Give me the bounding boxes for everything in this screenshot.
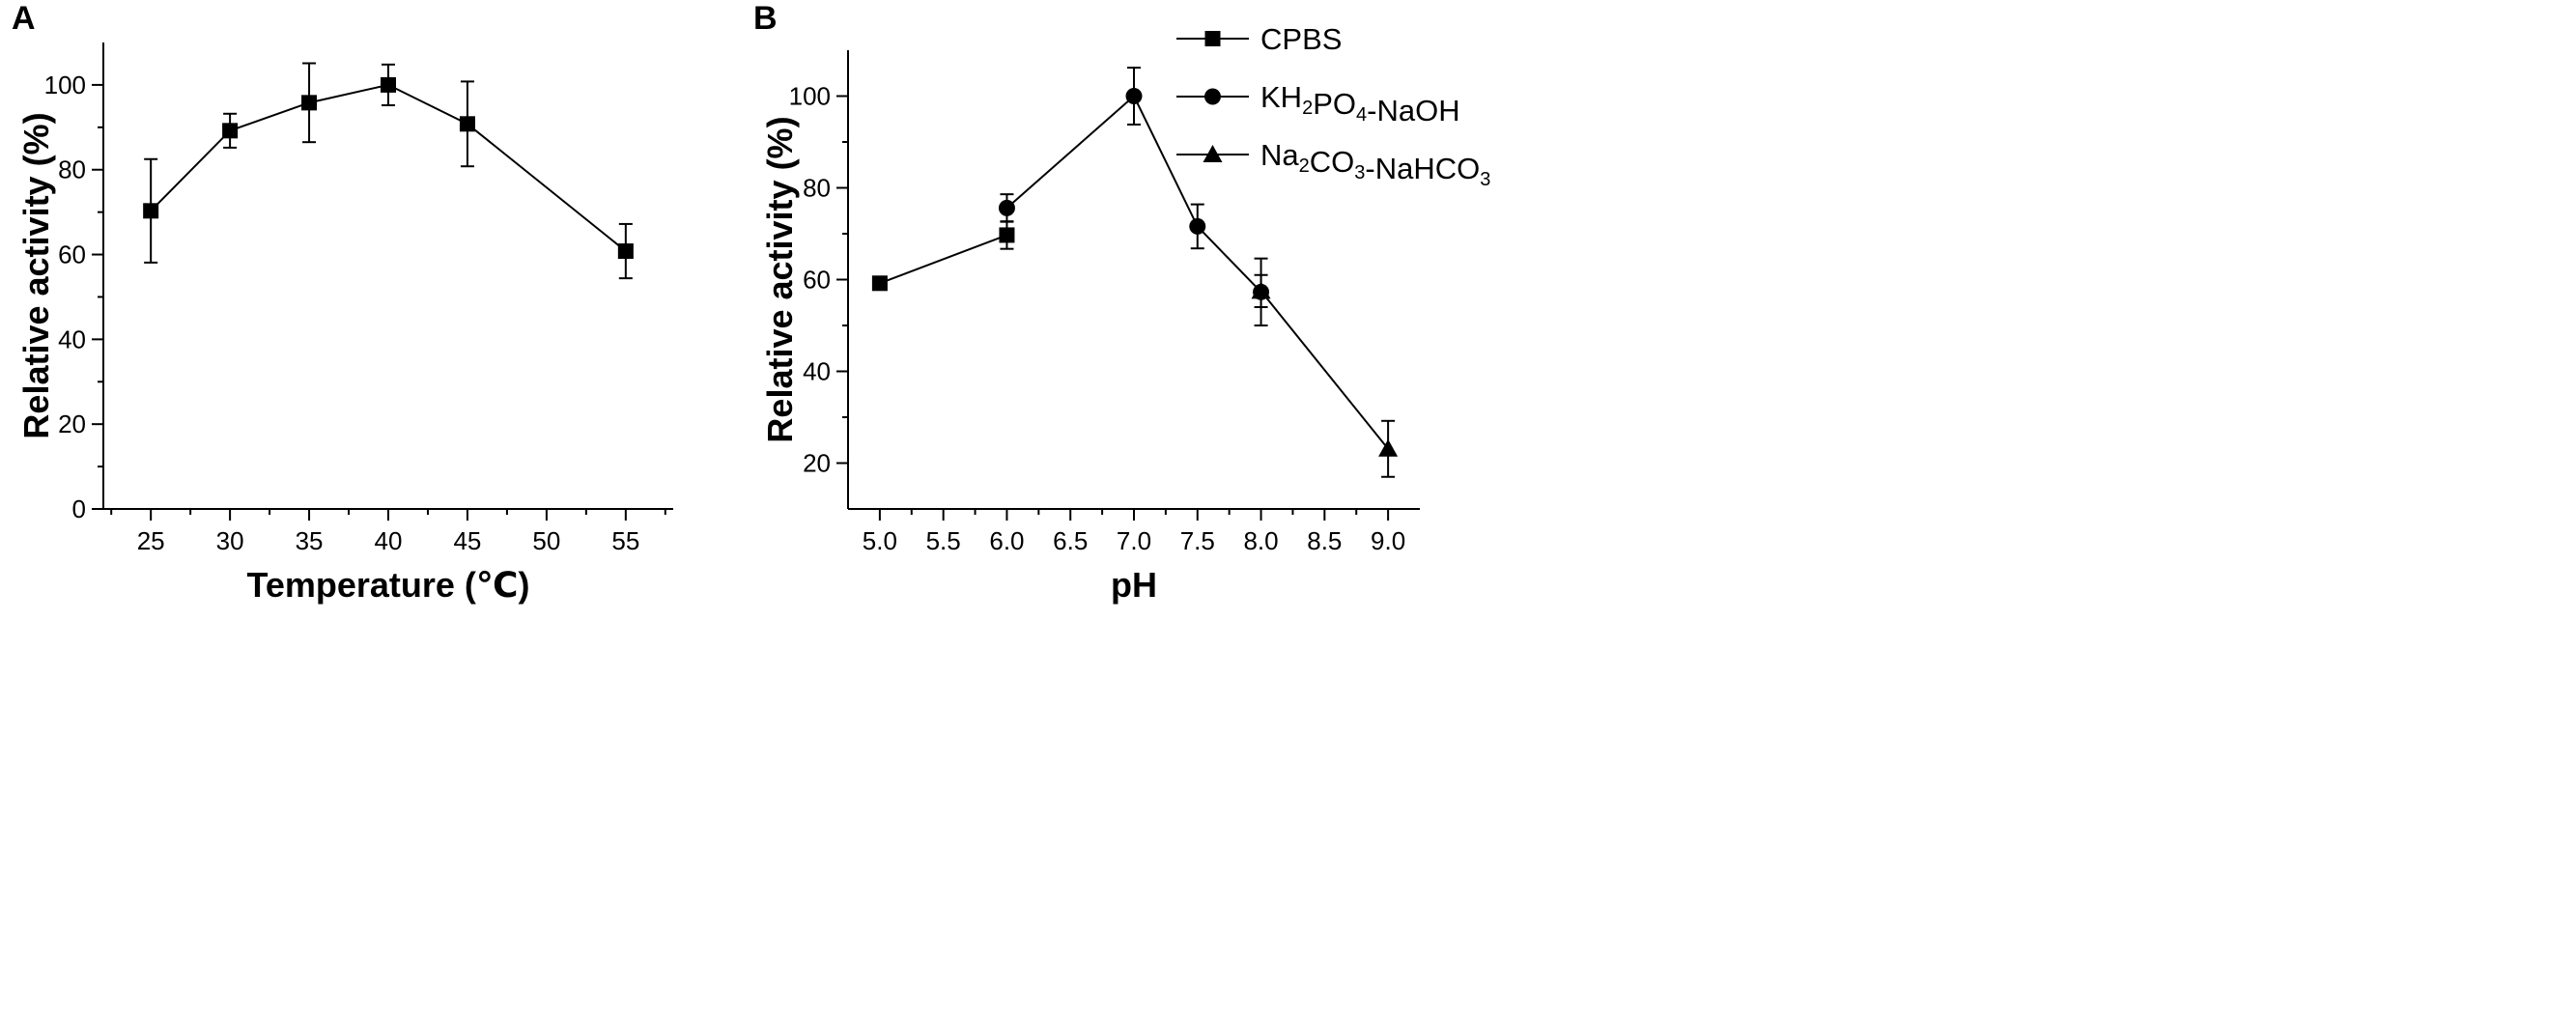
series-line [1005, 94, 1262, 294]
y-tick-label: 100 [44, 71, 86, 99]
data-point [998, 199, 1015, 216]
series-3 [1251, 273, 1399, 478]
legend-text-part: -NaOH [1367, 94, 1459, 127]
data-point [871, 275, 888, 292]
y-tick-label: 0 [72, 494, 86, 523]
data-point [617, 243, 634, 260]
y-tick-label: 40 [58, 325, 86, 353]
data-point [381, 76, 396, 93]
x-tick-label: 9.0 [1371, 526, 1405, 555]
legend-item: Na2CO3-NaHCO3 [1176, 138, 1490, 190]
x-tick-label: 8.0 [1243, 526, 1278, 555]
data-point [301, 95, 318, 111]
y-tick-label: 40 [803, 357, 831, 386]
x-axis-title: pH [1111, 565, 1157, 605]
x-tick-label: 8.5 [1307, 526, 1342, 555]
x-axis-title: Temperature (℃) [247, 565, 530, 605]
legend-label: CPBS [1260, 22, 1342, 56]
y-tick-label: 80 [58, 155, 86, 184]
y-tick-label: 60 [803, 266, 831, 295]
y-tick-label: 100 [789, 82, 831, 111]
y-axis-title: Relative activity (%) [16, 112, 56, 438]
x-tick-label: 25 [137, 526, 165, 555]
x-tick-label: 5.0 [863, 526, 897, 555]
x-tick-label: 55 [611, 526, 639, 555]
series-1 [143, 62, 634, 280]
data-point [1125, 88, 1143, 104]
legend-subscript: 3 [1354, 162, 1365, 183]
legend-label: Na2CO3-NaHCO3 [1260, 138, 1490, 190]
data-point [1378, 438, 1399, 457]
panel-a: A 25 30 35 40 45 50 55 0 20 40 60 80 100 Temperature (… [12, 0, 673, 605]
legend-text-part: -NaHCO [1365, 152, 1480, 185]
series-line [1260, 290, 1389, 450]
x-tick-label: 45 [453, 526, 481, 555]
legend-item: KH2PO4-NaOH [1176, 80, 1460, 127]
legend-text-part: PO [1313, 87, 1356, 121]
series-line [150, 83, 627, 252]
legend-text-part: CPBS [1260, 22, 1342, 56]
legend-marker [1203, 145, 1223, 162]
y-tick-label: 20 [58, 409, 86, 438]
legend-subscript: 4 [1356, 104, 1367, 126]
x-tick-label: 7.0 [1117, 526, 1151, 555]
data-point [459, 116, 475, 132]
x-tick-label: 50 [532, 526, 560, 555]
legend-text-part: KH [1260, 80, 1302, 114]
legend-marker [1204, 88, 1221, 105]
x-tick-label: 40 [375, 526, 403, 555]
legend-text-part: CO [1310, 145, 1355, 179]
panel-b: B 5.0 5.5 6.0 6.5 7.0 7.5 8.0 8.5 9.0 20 40 60 80 100 p… [753, 0, 1490, 605]
panel-letter: A [12, 0, 36, 37]
panel-letter: B [753, 0, 778, 37]
legend-marker [1204, 31, 1221, 46]
x-tick-label: 30 [216, 526, 244, 555]
x-tick-label: 35 [296, 526, 324, 555]
data-point [222, 123, 239, 139]
data-point [999, 227, 1015, 243]
data-point [1189, 217, 1206, 235]
y-tick-label: 60 [58, 240, 86, 269]
legend-subscript: 3 [1480, 169, 1490, 190]
y-tick-label: 80 [803, 174, 831, 203]
y-tick-label: 20 [803, 449, 831, 478]
y-axis-title: Relative activity (%) [760, 116, 800, 442]
data-point [1251, 281, 1271, 299]
x-tick-label: 6.5 [1053, 526, 1088, 555]
series-line [879, 234, 1007, 285]
series-1 [871, 220, 1015, 292]
series-2 [998, 67, 1270, 326]
x-tick-label: 5.5 [926, 526, 961, 555]
legend-item: CPBS [1176, 22, 1342, 56]
legend-text-part: Na [1260, 138, 1299, 172]
legend-subscript: 2 [1302, 98, 1313, 119]
data-point [143, 203, 159, 219]
legend-subscript: 2 [1299, 155, 1310, 177]
x-tick-label: 7.5 [1180, 526, 1215, 555]
legend-label: KH2PO4-NaOH [1260, 80, 1460, 127]
x-tick-label: 6.0 [989, 526, 1024, 555]
